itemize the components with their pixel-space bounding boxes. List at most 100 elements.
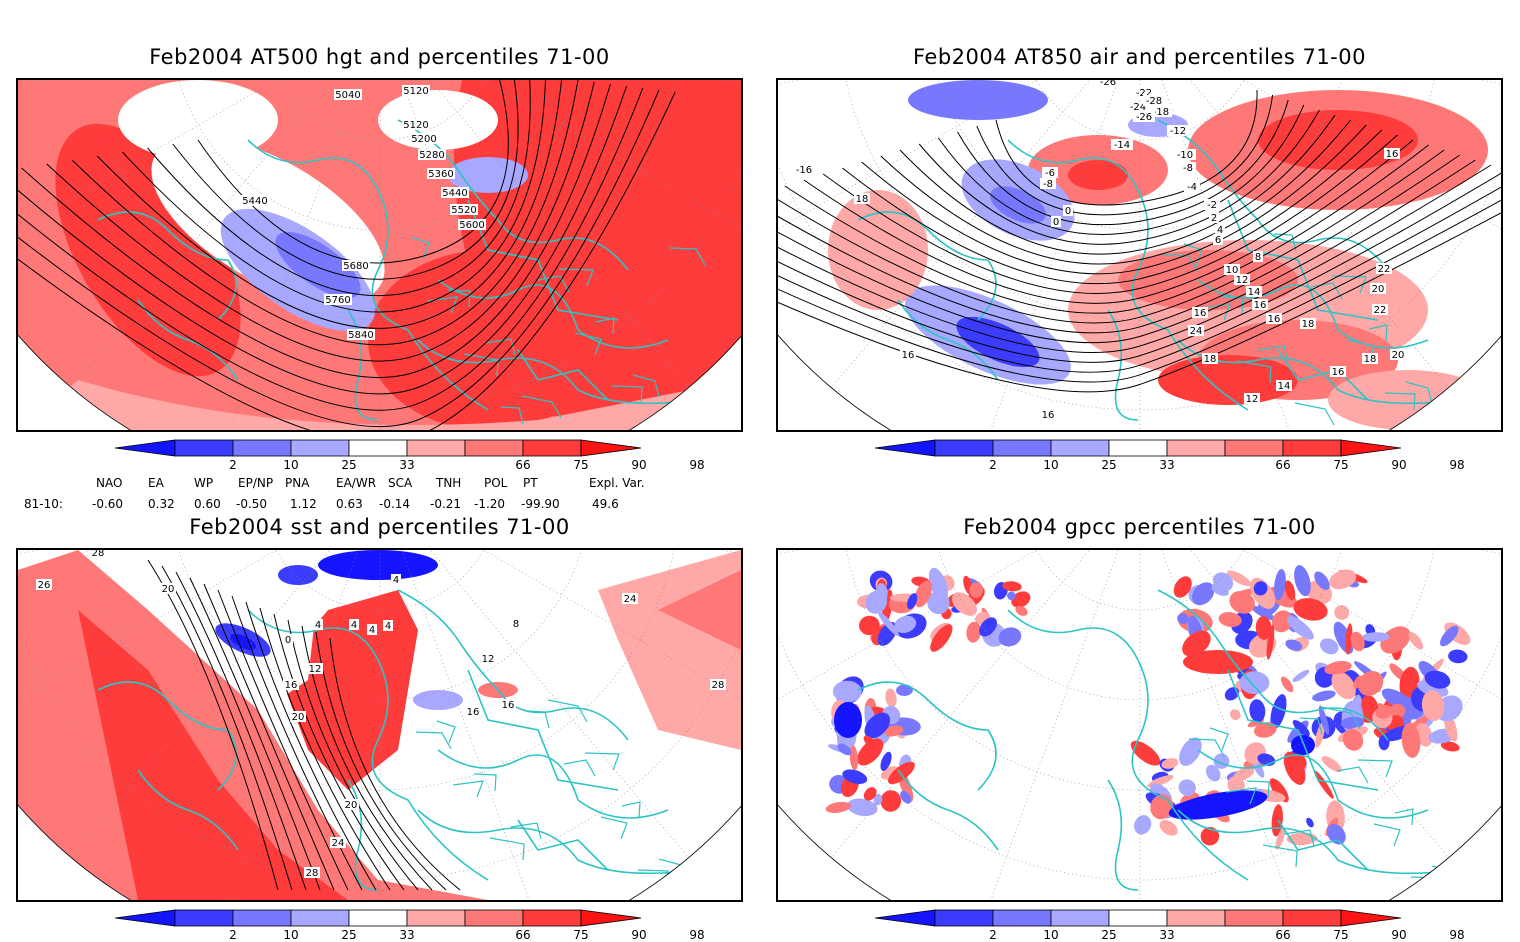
coastline xyxy=(857,681,997,791)
shaded-anomaly xyxy=(118,80,278,160)
shaded-anomaly xyxy=(900,790,912,804)
contour-label-bg xyxy=(1150,106,1172,117)
contour-label: 5040 xyxy=(335,90,360,101)
shaded-anomaly xyxy=(1390,703,1406,718)
shaded-anomaly xyxy=(1401,723,1421,758)
contour-label: 24 xyxy=(624,594,637,605)
shaded-anomaly xyxy=(413,690,463,710)
shaded-anomaly xyxy=(1274,568,1286,601)
colorbar-hgt500 xyxy=(115,439,642,457)
panel-title-air850: Feb2004 AT850 air and percentiles 71-00 xyxy=(913,45,1366,69)
shaded-anomaly xyxy=(1380,626,1411,654)
contour-line xyxy=(778,159,1476,344)
shaded-anomaly xyxy=(1168,790,1268,820)
index-header-row: NAO EA WP EP/NP PNA EA/WR SCA TNH POL PT Expl. Var… xyxy=(0,476,700,492)
colorbar-tick-label: 25 xyxy=(1101,928,1117,942)
contour-label-bg xyxy=(410,133,438,144)
contour-label-bg xyxy=(500,699,516,710)
contour-label: -14 xyxy=(1114,140,1130,151)
contour-label: -28 xyxy=(1146,96,1162,107)
colorbar-segment xyxy=(1050,439,1110,457)
shaded-anomaly xyxy=(956,316,1040,368)
contour-label: 5760 xyxy=(325,295,350,306)
contour-label-bg xyxy=(1372,304,1388,315)
contour-label: 16 xyxy=(1194,308,1207,319)
shaded-anomaly xyxy=(1408,631,1424,650)
shaded-anomaly xyxy=(1321,756,1342,773)
contour-label: 5120 xyxy=(403,86,428,97)
contour-label: -24 xyxy=(1130,102,1146,113)
shaded-anomaly xyxy=(825,801,851,813)
contour-line xyxy=(315,631,447,891)
contour-line xyxy=(96,80,563,329)
shaded-anomaly xyxy=(842,769,868,785)
contour-label: 18 xyxy=(1302,319,1315,330)
contour-label-bg xyxy=(1184,181,1200,192)
shaded-anomaly xyxy=(1229,590,1255,614)
contour-label: 18 xyxy=(1364,354,1377,365)
colorbar-tick-label: 66 xyxy=(1275,928,1291,942)
coastline xyxy=(417,809,699,875)
coastline xyxy=(1277,819,1369,871)
shaded-anomaly xyxy=(1285,639,1303,651)
contour-label-bg xyxy=(1244,393,1260,404)
index-header: PT xyxy=(523,476,538,490)
contour-label-bg xyxy=(342,260,370,271)
shaded-anomaly xyxy=(887,761,915,785)
shaded-anomaly xyxy=(880,751,892,771)
coastline xyxy=(1177,809,1459,875)
contour-label-bg xyxy=(1300,318,1316,329)
contour-label-bg xyxy=(1111,139,1133,150)
shaded-anomaly xyxy=(1271,610,1293,633)
shaded-anomaly xyxy=(1286,615,1314,640)
coastline xyxy=(1007,609,1249,881)
colorbar-tick-label: 10 xyxy=(283,928,299,942)
colorbar-tick-label: 25 xyxy=(341,458,357,472)
latitude-circle xyxy=(778,80,1501,411)
shaded-anomaly xyxy=(837,743,852,756)
index-header: NAO xyxy=(96,476,123,490)
colorbar-tick-label: 90 xyxy=(1391,928,1407,942)
contour-label: 24 xyxy=(332,838,345,849)
country-border xyxy=(1336,766,1369,784)
index-header: Expl. Var. xyxy=(589,476,645,490)
coastline xyxy=(137,769,239,851)
shaded-anomaly xyxy=(1440,625,1459,647)
shaded-anomaly xyxy=(834,702,862,738)
country-border xyxy=(1162,254,1199,273)
colorbar-tick-label: 10 xyxy=(1043,928,1059,942)
shaded-anomaly xyxy=(1345,623,1353,655)
colorbar-segment xyxy=(464,909,524,927)
contour-line xyxy=(778,169,1501,363)
contour-line xyxy=(197,80,509,264)
index-value: -0.14 xyxy=(379,497,411,511)
contour-line xyxy=(803,139,1414,304)
coastline xyxy=(857,211,997,321)
contour-line xyxy=(18,89,660,428)
contour-label: 14 xyxy=(1248,287,1261,298)
contour-label-bg xyxy=(160,583,176,594)
contour-label-bg xyxy=(347,329,375,340)
contour-label-bg xyxy=(1376,263,1392,274)
shaded-anomaly xyxy=(998,627,1022,647)
colorbar-segment xyxy=(1050,909,1110,927)
contour-line xyxy=(778,154,1461,334)
contour-label-bg xyxy=(313,619,323,630)
contour-label: -16 xyxy=(796,165,812,176)
contour-label: 28 xyxy=(306,868,319,879)
contour-label: 22 xyxy=(1374,305,1387,316)
shaded-anomaly xyxy=(1007,591,1016,601)
shaded-anomaly xyxy=(1177,613,1189,625)
contour-label: 6 xyxy=(1215,235,1221,246)
colorbar-segment xyxy=(290,439,350,457)
coastline xyxy=(137,299,239,381)
contour-label-bg xyxy=(1209,212,1219,223)
contour-label: -22 xyxy=(1136,88,1152,99)
shaded-anomaly xyxy=(1206,764,1221,782)
contour-line xyxy=(46,81,595,362)
contour-line xyxy=(842,129,1383,285)
shaded-anomaly xyxy=(1192,582,1215,606)
colorbar-tick-label: 10 xyxy=(1043,458,1059,472)
shaded-anomaly xyxy=(1218,612,1242,628)
